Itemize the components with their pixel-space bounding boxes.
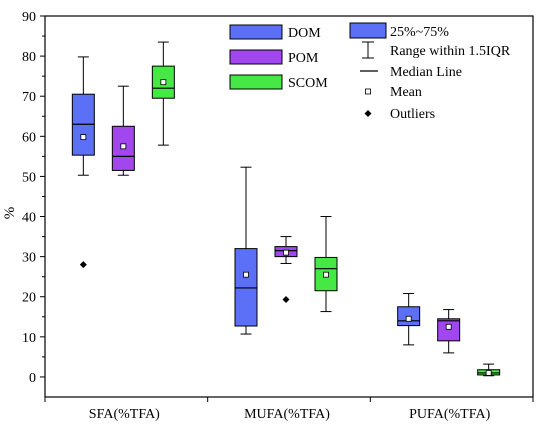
y-tick-label: 80 — [22, 50, 36, 65]
mean-marker — [323, 271, 329, 278]
y-tick-label: 30 — [22, 251, 36, 266]
mean-marker — [243, 271, 249, 278]
legend-label-scom: SCOM — [288, 76, 328, 91]
box-pom — [437, 318, 461, 342]
outlier-marker — [282, 296, 290, 304]
mean-marker — [445, 323, 452, 330]
x-tick-label: MUFA(%TFA) — [244, 407, 330, 422]
mean-marker — [485, 370, 492, 376]
y-axis-label: % — [2, 207, 18, 220]
x-tick-label: PUFA(%TFA) — [409, 407, 490, 422]
legend-mean-label: Mean — [390, 85, 422, 100]
legend-outlier-icon — [364, 110, 372, 117]
y-tick-label: 90 — [22, 10, 36, 25]
mean-marker — [160, 79, 167, 86]
y-tick-label: 40 — [22, 211, 36, 226]
mean-marker — [405, 315, 412, 322]
legend-range-label: Range within 1.5IQR — [390, 44, 511, 59]
legend-swatch-pom — [229, 49, 283, 65]
legend-box-label: 25%~75% — [390, 25, 449, 40]
boxes-layer — [71, 41, 501, 377]
mean-marker — [120, 143, 127, 150]
legend-median-label: Median Line — [390, 65, 462, 80]
y-tick-label: 60 — [22, 130, 36, 145]
x-tick-label: SFA(%TFA) — [89, 407, 160, 422]
mean-marker — [283, 249, 289, 256]
y-tick-label: 20 — [22, 291, 36, 306]
legend-outliers-label: Outliers — [390, 107, 435, 122]
y-tick-label: 50 — [22, 170, 36, 185]
box-dom — [234, 248, 258, 327]
legend-label-dom: DOM — [288, 26, 321, 41]
legend-mean-icon — [365, 88, 371, 95]
y-tick-label: 10 — [22, 331, 36, 346]
axis-layer: 0 10 20 30 40 50 60 70 80 90 SFA(%TFA) MUFA(%TFA) PU… — [22, 10, 534, 422]
legend-box-swatch — [349, 22, 387, 39]
outlier-marker — [79, 261, 87, 269]
legend-label-pom: POM — [288, 51, 319, 66]
y-tick-label: 0 — [29, 371, 36, 386]
mean-marker — [80, 134, 87, 141]
legend-swatch-scom — [229, 74, 283, 90]
legend-swatch-dom — [229, 24, 283, 40]
legend: DOM POM SCOM 25%~75% Range within 1.5IQR Medi… — [220, 20, 520, 130]
y-tick-label: 70 — [22, 90, 36, 105]
plot-frame — [44, 15, 534, 398]
